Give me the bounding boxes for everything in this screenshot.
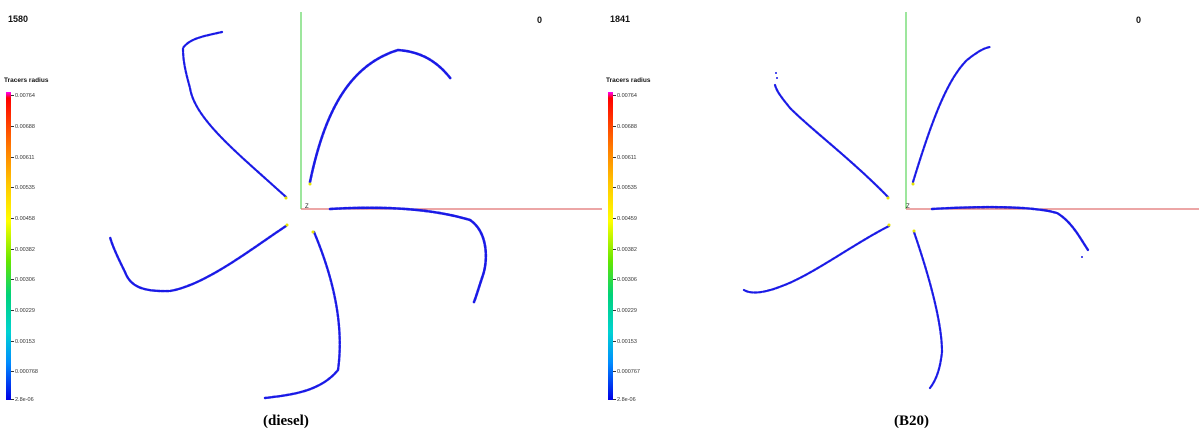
panel-diesel: 1580 0 Tracers radius 0.00764 0.00688 0.…	[0, 0, 602, 429]
panel-caption: (B20)	[894, 413, 929, 429]
colorbar-tick: 2.8e-06	[613, 397, 636, 403]
colorbar-tick: 0.00306	[613, 277, 637, 283]
stray-droplet	[1081, 256, 1083, 258]
colorbar-tick: 0.00688	[11, 124, 35, 130]
colorbar-tick: 0.00382	[613, 247, 637, 253]
stray-droplet	[776, 77, 778, 79]
time-value: 0	[1136, 15, 1142, 25]
spray-plume	[108, 224, 288, 293]
colorbar-tick: 0.00306	[11, 277, 35, 283]
colorbar-title: Tracers radius	[606, 77, 651, 84]
colorbar-tick: 0.00688	[613, 124, 637, 130]
nozzle-droplet	[308, 182, 312, 186]
colorbar-tick: 0.00459	[613, 216, 637, 222]
colorbar-tick: 2.8e-06	[11, 397, 34, 403]
colorbar-tick: 0.00153	[613, 339, 637, 345]
colorbar-tick: 0.000767	[613, 369, 640, 375]
spray-plume	[773, 83, 890, 199]
nozzle-droplet	[311, 230, 315, 234]
spray-plot: Z	[108, 12, 602, 400]
nozzle-droplet	[911, 182, 915, 186]
spray-plumes	[108, 30, 488, 400]
nozzle-droplet	[886, 196, 890, 200]
colorbar-tick: 0.00535	[613, 185, 637, 191]
nozzle-droplet	[912, 229, 916, 233]
time-value: 0	[537, 15, 543, 25]
colorbar-tick: 0.00764	[613, 93, 637, 99]
colorbar-tick: 0.00229	[11, 308, 35, 314]
spray-plot: Z	[742, 12, 1199, 390]
spray-plume	[308, 48, 453, 184]
spray-plume	[328, 206, 488, 304]
nozzle-droplets	[284, 182, 315, 234]
colorbar-tick: 0.00382	[11, 247, 35, 253]
spray-plume	[911, 45, 992, 184]
colorbar-tick: 0.000768	[11, 369, 38, 375]
colorbar-tick: 0.00153	[11, 339, 35, 345]
nozzle-droplet	[284, 196, 288, 200]
colorbar	[6, 92, 11, 400]
stray-droplets	[775, 72, 1083, 258]
colorbar-tick: 0.00535	[11, 185, 35, 191]
panel-caption: (diesel)	[263, 413, 309, 429]
spray-plume	[742, 224, 891, 294]
nozzle-droplet	[887, 223, 891, 227]
spray-plume	[181, 30, 288, 199]
spray-plume	[263, 230, 341, 400]
frame-number: 1841	[610, 14, 631, 24]
spray-plumes	[742, 45, 1090, 390]
nozzle-droplet	[285, 223, 289, 227]
panel-b20: 1841 0 Tracers radius 0.00764 0.00688 0.…	[602, 0, 1199, 429]
colorbar-tick: 0.00458	[11, 216, 35, 222]
colorbar-tick: 0.00229	[613, 308, 637, 314]
colorbar-tick: 0.00611	[11, 155, 34, 161]
stray-droplet	[775, 72, 777, 74]
nozzle-droplets	[886, 182, 916, 233]
colorbar	[608, 92, 613, 400]
colorbar-title: Tracers radius	[4, 77, 49, 84]
axis-label: Z	[906, 204, 910, 210]
axis-label: Z	[305, 204, 309, 210]
spray-plume	[912, 230, 944, 390]
frame-number: 1580	[8, 14, 29, 24]
spray-plume	[930, 205, 1090, 252]
colorbar-tick: 0.00611	[613, 155, 636, 161]
colorbar-tick: 0.00764	[11, 93, 35, 99]
